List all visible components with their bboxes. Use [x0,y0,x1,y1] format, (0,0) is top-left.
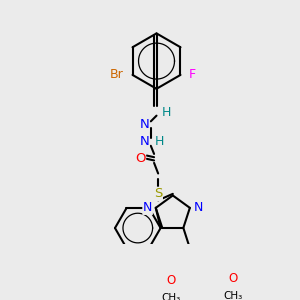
Text: N: N [193,201,203,214]
Text: O: O [229,272,238,285]
Text: O: O [135,152,146,165]
Text: CH₃: CH₃ [161,293,181,300]
Text: N: N [140,135,149,148]
Text: N: N [143,201,152,214]
Text: H: H [162,106,171,119]
Text: Br: Br [110,68,123,81]
Text: F: F [188,68,196,81]
Text: S: S [154,187,162,200]
Text: H: H [154,135,164,148]
Text: CH₃: CH₃ [224,291,243,300]
Text: O: O [166,274,176,286]
Text: N: N [140,118,149,131]
